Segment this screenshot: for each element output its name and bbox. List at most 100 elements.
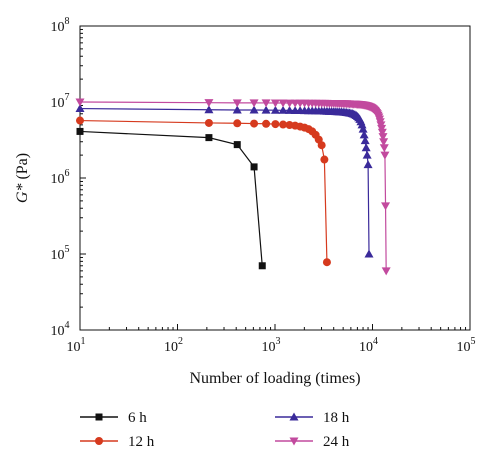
- data-point: [271, 120, 280, 129]
- data-point: [357, 120, 367, 129]
- x-tick-label: 101: [67, 336, 86, 355]
- x-tick-label: 104: [359, 336, 378, 355]
- data-point: [233, 119, 242, 128]
- x-tick-exponent: 1: [81, 336, 86, 347]
- data-point: [380, 151, 390, 160]
- data-point: [76, 127, 84, 135]
- data-point: [317, 141, 326, 150]
- legend-item: 12 h: [80, 434, 155, 450]
- y-tick-exponent: 5: [65, 244, 70, 255]
- x-tick-exponent: 2: [178, 336, 183, 347]
- y-tick-exponent: 4: [65, 320, 70, 331]
- data-point: [364, 249, 374, 258]
- y-tick-base: 10: [51, 96, 65, 111]
- data-point: [362, 150, 372, 159]
- series-line: [79, 119, 328, 263]
- data-point: [379, 144, 389, 153]
- y-tick-base: 10: [51, 172, 65, 187]
- y-tick-label: 107: [51, 92, 70, 111]
- x-tick-base: 10: [262, 340, 276, 355]
- legend-marker: [95, 413, 103, 421]
- data-point: [322, 258, 331, 267]
- data-point: [358, 124, 368, 133]
- data-point: [250, 163, 258, 171]
- legend-item: 18 h: [275, 410, 350, 426]
- data-point: [378, 133, 388, 142]
- series-line: [79, 101, 387, 271]
- data-point: [379, 138, 389, 147]
- data-point: [233, 141, 241, 149]
- legend-item: 6 h: [80, 410, 147, 426]
- x-tick-exponent: 4: [373, 336, 378, 347]
- series-layer: [75, 98, 391, 276]
- legend-marker: [95, 437, 103, 445]
- x-tick-exponent: 3: [276, 336, 281, 347]
- legend-marker: [289, 437, 299, 446]
- series-1: [76, 127, 266, 270]
- data-point: [261, 99, 271, 108]
- x-tick-exponent: 5: [471, 336, 476, 347]
- x-axis-title: Number of loading (times): [189, 370, 360, 387]
- legend-marker: [289, 412, 299, 421]
- data-point: [381, 267, 391, 276]
- data-point: [278, 99, 288, 108]
- x-tick-base: 10: [359, 340, 373, 355]
- data-point: [363, 160, 373, 169]
- y-tick-exponent: 7: [65, 92, 70, 103]
- plot-frame: [79, 25, 471, 331]
- data-point: [262, 119, 271, 128]
- y-tick-base: 10: [51, 20, 65, 35]
- data-point: [232, 99, 242, 108]
- y-tick-base: 10: [51, 324, 65, 339]
- y-tick-label: 105: [51, 244, 70, 263]
- data-point: [205, 134, 213, 142]
- data-point: [258, 262, 266, 270]
- data-point: [377, 128, 387, 137]
- y-axis-title: G* (Pa): [14, 153, 31, 203]
- legend: 6 h 12 h 18 h 24 h: [80, 410, 350, 450]
- series-2: [76, 116, 331, 267]
- data-point: [75, 98, 85, 107]
- y-axis-title-symbol: G*: [14, 184, 31, 204]
- x-tick-base: 10: [67, 340, 81, 355]
- x-tick-label: 102: [164, 336, 183, 355]
- y-axis-title-unit: (Pa): [14, 153, 31, 184]
- data-point: [75, 104, 85, 113]
- data-point: [250, 119, 259, 128]
- legend-item: 24 h: [275, 434, 350, 450]
- data-point: [270, 105, 280, 114]
- data-point: [320, 155, 329, 164]
- data-point: [285, 105, 295, 114]
- data-point: [359, 130, 369, 139]
- data-point: [249, 99, 259, 108]
- data-point: [361, 143, 371, 152]
- legend-label: 18 h: [323, 410, 350, 426]
- data-point: [232, 105, 242, 114]
- data-point: [249, 105, 259, 114]
- data-point: [204, 105, 214, 114]
- data-point: [278, 105, 288, 114]
- x-tick-base: 10: [457, 340, 471, 355]
- data-point: [204, 99, 214, 108]
- y-tick-label: 106: [51, 168, 70, 187]
- x-tick-label: 103: [262, 336, 281, 355]
- data-point: [76, 116, 84, 125]
- y-tick-base: 10: [51, 248, 65, 263]
- series-4: [75, 98, 391, 276]
- data-point: [270, 99, 280, 108]
- legend-label: 24 h: [323, 434, 350, 450]
- data-point: [204, 118, 213, 127]
- data-point: [279, 120, 288, 129]
- legend-label: 12 h: [128, 434, 155, 450]
- x-tick-base: 10: [164, 340, 178, 355]
- x-tick-label: 105: [457, 336, 476, 355]
- y-tick-exponent: 8: [65, 16, 70, 27]
- series-3: [75, 104, 374, 258]
- series-line: [79, 130, 263, 266]
- data-point: [360, 136, 370, 145]
- y-tick-label: 108: [51, 16, 70, 35]
- data-point: [261, 105, 271, 114]
- data-point: [381, 202, 391, 211]
